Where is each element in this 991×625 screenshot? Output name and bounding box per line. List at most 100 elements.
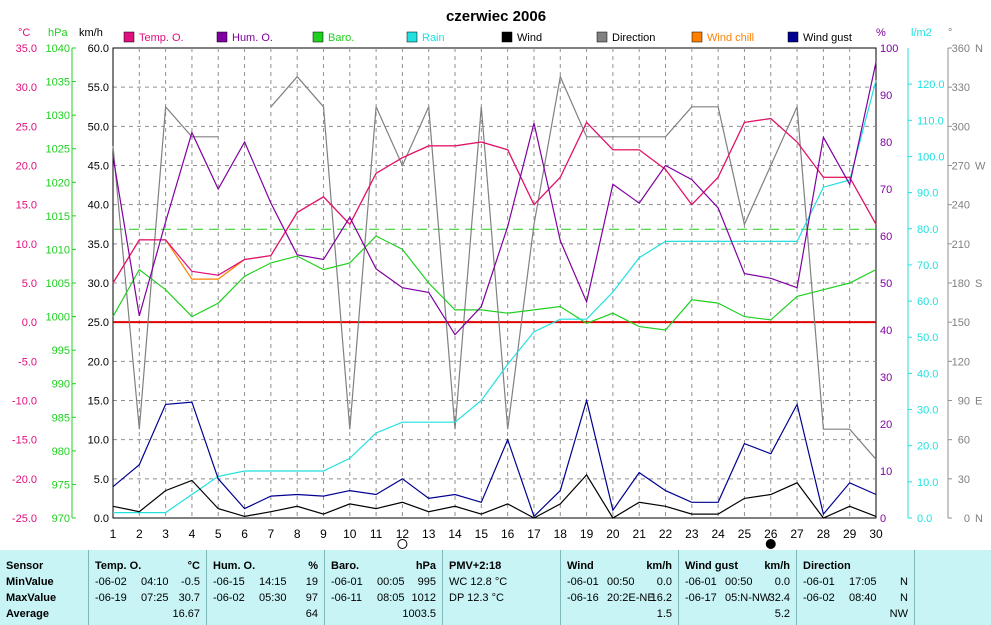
series-line-temp [112,117,877,284]
dir-compass-label: W [975,161,986,173]
dir-tick-label: 150 [952,317,970,329]
temp-tick-label: -20.0 [12,474,37,486]
x-tick-label: 9 [320,527,327,541]
dir-tick-label: 360 [952,43,970,55]
dir-compass-label: N [975,513,983,525]
x-tick-label: 6 [241,527,248,541]
stats-dir-max-date: -06-02 [803,592,835,604]
wind-tick-label: 30.0 [88,278,109,290]
x-tick-label: 4 [189,527,196,541]
stats-baro-max-value: 1012 [411,592,436,604]
legend-swatch-baro [312,31,324,43]
temp-tick-label: 15.0 [16,200,37,212]
baro-tick-label: 1025 [46,144,70,156]
rain-tick-label: 80.0 [917,224,938,236]
rain-tick-label: 120.0 [917,79,945,91]
stats-wind-unit: km/h [646,560,672,572]
max-label: MaxValue [6,592,57,604]
hum-tick-label: 30 [880,372,892,384]
baro-tick-label: 985 [52,412,70,424]
stats-gust-max-date: -06-17 [685,592,717,604]
temp-tick-label: 0.0 [22,317,37,329]
stats-baro-min-date: -06-01 [331,576,363,588]
stats-wind-max-time: 20:2E-NE [607,592,655,604]
hum-tick-label: 70 [880,184,892,196]
rain-axis-unit: l/m2 [911,27,932,39]
dir-compass-label: S [975,278,982,290]
sensor-label: Sensor [6,560,44,572]
stats-dir-title: Direction [803,560,851,572]
wind-tick-label: 10.0 [88,435,109,447]
stats-hum-min-value: 19 [305,576,318,588]
x-tick-label: 16 [501,527,515,541]
stats-baro-column: Baro. hPa -06-01 00:05 995 -06-11 08:05 1012 … [324,550,442,625]
baro-tick-label: 990 [52,379,70,391]
stats-baro-unit: hPa [415,560,436,572]
stats-dir-max-value: N [900,592,908,604]
x-tick-label: 14 [448,527,462,541]
x-tick-label: 29 [843,527,857,541]
stats-hum-average: 64 [305,608,318,620]
stats-gust-unit: km/h [764,560,790,572]
temp-tick-label: 5.0 [22,278,37,290]
stats-wind-chill: WC 12.8 °C [449,576,508,588]
temp-tick-label: -15.0 [12,435,37,447]
stats-gust-min-time: 00:50 [725,576,753,588]
x-tick-label: 7 [268,527,275,541]
x-tick-label: 19 [580,527,594,541]
stats-baro-min-time: 00:05 [377,576,405,588]
stats-wind-average: 1.5 [656,608,672,620]
stats-dew-point: DP 12.3 °C [449,592,504,604]
stats-temp-min-date: -06-02 [95,576,127,588]
dir-axis-unit: ° [948,27,952,39]
rain-tick-label: 90.0 [917,188,938,200]
chart-title: czerwiec 2006 [446,8,546,25]
stats-baro-average: 1003.5 [402,608,436,620]
stats-gust-min-date: -06-01 [685,576,717,588]
dir-tick-label: 300 [952,121,970,133]
series-line-wind [112,473,877,519]
x-tick-label: 2 [136,527,143,541]
baro-tick-label: 1030 [46,110,70,122]
x-tick-label: 22 [659,527,673,541]
stats-wind-column: Wind km/h -06-01 00:50 0.0 -06-16 20:2E-NE 16… [560,550,678,625]
wind-tick-label: 50.0 [88,121,109,133]
baro-tick-label: 975 [52,479,70,491]
avg-label: Average [6,608,50,620]
stats-hum-title: Hum. O. [213,560,256,572]
hum-tick-label: 80 [880,137,892,149]
dir-tick-label: 240 [952,200,970,212]
dir-tick-label: 90 [958,396,970,408]
hum-tick-label: 100 [880,43,898,55]
x-tick-label: 12 [396,527,410,541]
stats-hum-max-value: 97 [305,592,318,604]
rain-tick-label: 30.0 [917,405,938,417]
hum-tick-label: 50 [880,278,892,290]
hum-tick-label: 90 [880,90,892,102]
stats-baro-min-value: 995 [417,576,436,588]
temp-tick-label: 30.0 [16,82,37,94]
x-tick-label: 24 [711,527,725,541]
legend-swatch-gust [787,31,799,43]
rain-tick-label: 0.0 [917,513,932,525]
series-line-rain [113,80,877,514]
x-tick-label: 11 [370,527,383,541]
temp-tick-label: 20.0 [16,161,37,173]
moon-phase-full-icon [397,539,408,549]
rain-tick-label: 100.0 [917,151,945,163]
legend-swatch-rain [406,31,418,43]
stats-baro-max-date: -06-11 [331,592,362,604]
stats-temp-unit: °C [187,560,200,572]
legend-label-rain: Rain [422,32,445,44]
x-tick-label: 28 [817,527,831,541]
rain-tick-label: 10.0 [917,477,938,489]
legend-swatch-direction [596,31,608,43]
baro-tick-label: 970 [52,513,70,525]
temp-tick-label: -10.0 [12,396,37,408]
legend-label-wind: Wind [517,32,542,44]
stats-wind-max-date: -06-16 [567,592,599,604]
weather-chart: czerwiec 200635.030.025.020.015.010.05.0… [12,8,986,549]
legend-swatch-hum [216,31,228,43]
baro-tick-label: 1015 [46,211,70,223]
stats-dir-column: Direction -06-01 17:05 N -06-02 08:40 N NW [796,550,914,625]
